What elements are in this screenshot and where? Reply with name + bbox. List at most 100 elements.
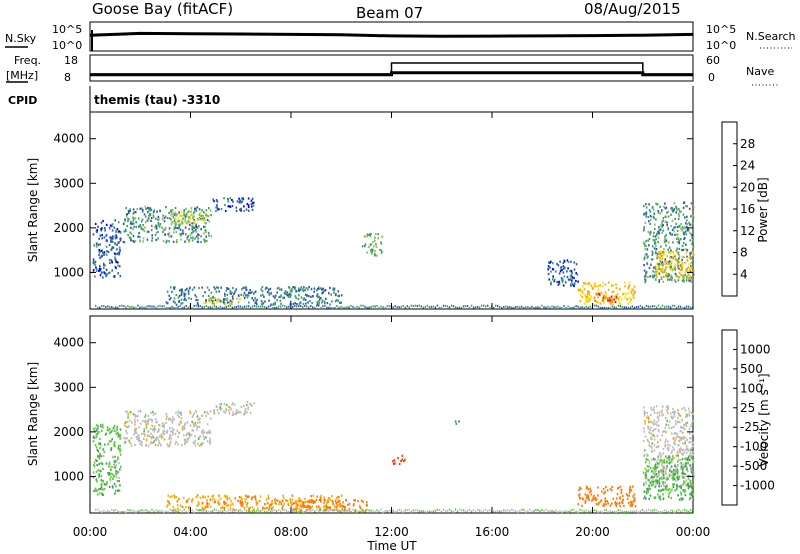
nsky-frame xyxy=(89,21,694,52)
velocity-point xyxy=(257,509,260,512)
velocity-point xyxy=(662,405,664,408)
power-point xyxy=(184,292,187,296)
power-point xyxy=(667,227,669,230)
velocity-point xyxy=(247,510,250,513)
power-point xyxy=(678,255,681,258)
velocity-point xyxy=(672,416,674,419)
power-point xyxy=(147,218,150,222)
power-point xyxy=(686,255,688,258)
power-point xyxy=(559,270,562,273)
velocity-point xyxy=(680,465,683,468)
velocity-point xyxy=(116,428,118,431)
velocity-point xyxy=(689,481,692,485)
velocity-point xyxy=(166,505,168,508)
velocity-point xyxy=(359,507,362,510)
velocity-point xyxy=(648,444,651,447)
velocity-point xyxy=(310,501,312,504)
velocity-point xyxy=(662,481,665,484)
velocity-point xyxy=(631,510,634,513)
velocity-point xyxy=(118,489,121,492)
power-point xyxy=(662,224,664,227)
power-point xyxy=(119,304,121,307)
velocity-point xyxy=(97,425,99,428)
power-point xyxy=(157,237,159,240)
velocity-point xyxy=(656,460,658,463)
velocity-point xyxy=(408,509,410,512)
velocity-point xyxy=(169,417,172,420)
power-point xyxy=(655,238,657,241)
velocity-point xyxy=(659,458,662,461)
power-point xyxy=(561,268,563,271)
power-point xyxy=(274,303,276,306)
velocity-point xyxy=(225,403,228,407)
velocity-point xyxy=(676,433,678,436)
power-point xyxy=(679,305,682,308)
velocity-point xyxy=(669,469,671,472)
velocity-point xyxy=(541,509,543,511)
velocity-point xyxy=(241,500,244,504)
power-point xyxy=(155,217,157,220)
power-point xyxy=(167,307,169,310)
power-colorbar-tick-label: 12 xyxy=(740,224,755,238)
power-point xyxy=(677,233,679,236)
power-point xyxy=(680,260,683,263)
velocity-point xyxy=(400,460,402,463)
power-point xyxy=(296,305,298,308)
velocity-point xyxy=(654,466,656,469)
power-point xyxy=(668,274,671,277)
power-point xyxy=(174,211,177,214)
velocity-point xyxy=(603,503,605,506)
power-point xyxy=(180,302,182,305)
velocity-point xyxy=(120,465,122,468)
velocity-point xyxy=(244,498,246,501)
power-point xyxy=(547,305,549,308)
velocity-point xyxy=(658,462,660,465)
date-title: 08/Aug/2015 xyxy=(584,0,681,18)
velocity-point xyxy=(121,510,123,513)
power-point xyxy=(196,302,199,305)
velocity-point xyxy=(356,510,358,513)
power-point xyxy=(654,267,657,270)
velocity-point xyxy=(340,510,342,513)
power-point xyxy=(180,298,183,301)
velocity-point xyxy=(125,410,127,413)
power-point xyxy=(240,207,242,210)
range-tick-label: 1000 xyxy=(53,266,84,280)
velocity-point xyxy=(181,426,184,429)
power-point xyxy=(671,304,674,307)
power-point xyxy=(662,217,665,220)
power-point xyxy=(667,210,669,213)
power-point xyxy=(466,305,469,308)
velocity-point xyxy=(189,411,192,415)
velocity-point xyxy=(684,409,687,412)
power-point xyxy=(187,292,190,295)
velocity-point xyxy=(674,473,677,476)
velocity-point xyxy=(115,459,118,462)
power-point xyxy=(692,252,695,256)
power-point xyxy=(109,236,112,239)
velocity-point xyxy=(644,476,647,480)
velocity-point xyxy=(95,429,98,432)
velocity-point xyxy=(335,506,338,509)
velocity-point xyxy=(650,426,653,429)
power-point xyxy=(673,202,675,205)
velocity-point xyxy=(98,430,101,434)
velocity-point xyxy=(671,509,674,512)
power-point xyxy=(663,275,666,278)
power-point xyxy=(680,273,682,276)
power-point xyxy=(180,238,182,241)
velocity-point xyxy=(691,432,694,435)
velocity-point xyxy=(161,422,164,425)
power-point xyxy=(648,220,650,223)
power-point xyxy=(666,266,669,269)
power-point xyxy=(111,246,114,249)
velocity-point xyxy=(661,414,664,417)
velocity-point xyxy=(671,474,674,477)
power-point xyxy=(219,299,221,302)
power-point xyxy=(95,266,97,269)
power-point xyxy=(165,307,167,310)
velocity-point xyxy=(629,485,631,488)
velocity-point xyxy=(644,481,647,484)
velocity-point xyxy=(631,501,633,504)
power-point xyxy=(629,306,632,309)
